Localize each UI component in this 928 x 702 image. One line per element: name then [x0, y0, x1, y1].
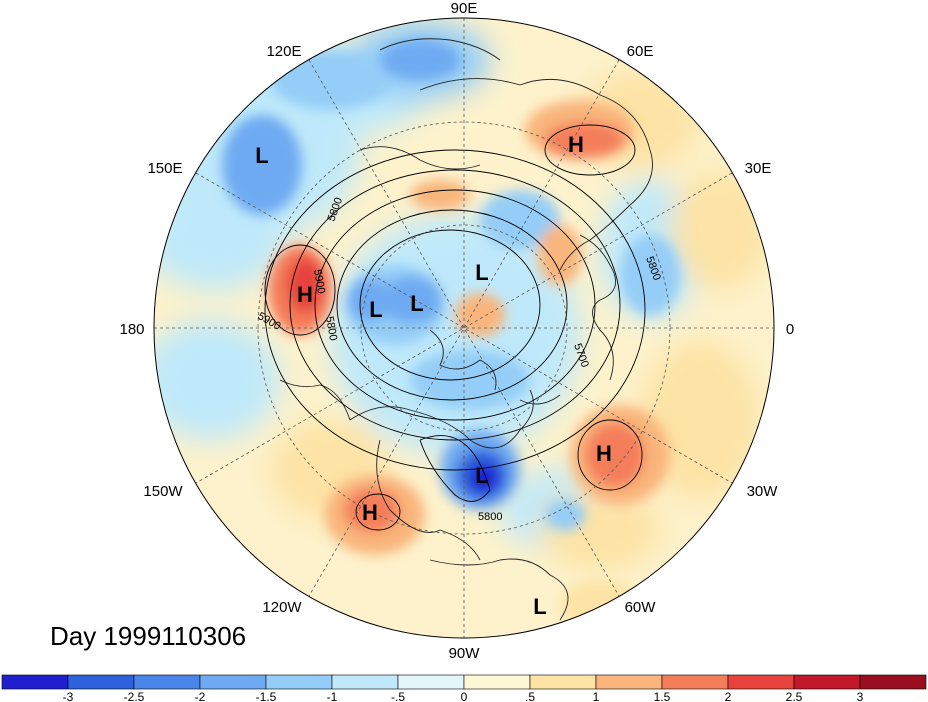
high-center-label: H [568, 132, 584, 157]
height-contours [264, 124, 646, 531]
colorbar-tick-label: -3 [63, 690, 74, 702]
lon-label-150e: 150E [147, 160, 182, 177]
day-label: Day 1999110306 [50, 621, 246, 651]
colorbar-swatch [133, 674, 201, 690]
colorbar-tick-label: .5 [525, 690, 535, 702]
lon-label-150w: 150W [143, 483, 183, 500]
low-center-label: L [369, 297, 382, 322]
lon-label-30w: 30W [747, 483, 779, 500]
colorbar-swatch [331, 674, 399, 690]
coastlines [279, 38, 653, 621]
colorbar-swatch [529, 674, 597, 690]
colorbar-swatch [397, 674, 465, 690]
colorbar-swatch [859, 674, 927, 690]
map-grid [154, 18, 774, 638]
low-center-label: L [533, 594, 546, 619]
low-center-label: L [475, 260, 488, 285]
lon-label-120w: 120W [262, 599, 302, 616]
colorbar-tick-label: 2.5 [786, 690, 803, 702]
colorbar-tick-label: 2 [725, 690, 732, 702]
colorbar-swatch [1, 674, 69, 690]
high-center-label: H [596, 441, 612, 466]
colorbar-swatch [661, 674, 729, 690]
colorbar-swatch [727, 674, 795, 690]
low-center-label: L [255, 143, 268, 168]
lon-label-60e: 60E [627, 43, 654, 60]
low-center-label: L [410, 291, 423, 316]
colorbar-swatch [793, 674, 861, 690]
colorbar-tick-label: 1 [593, 690, 600, 702]
lon-label-90w: 90W [449, 645, 481, 662]
lon-label-0: 0 [786, 321, 794, 338]
colorbar: -3 -2.5 -2 -1.5 -1 -.5 0 .5 1 1.5 2 2.5 3 [1, 674, 927, 702]
map-boundary [153, 17, 775, 639]
colorbar-swatch [265, 674, 333, 690]
colorbar-tick-label: 0 [461, 690, 468, 702]
lon-label-90e: 90E [451, 0, 478, 17]
high-center-label: H [297, 282, 313, 307]
colorbar-tick-label: 3 [857, 690, 864, 702]
contour-label: 5800 [478, 511, 502, 523]
colorbar-tick-label: -2.5 [124, 690, 145, 702]
anomaly-shading [154, 18, 774, 638]
colorbar-swatch [463, 674, 531, 690]
lon-label-30e: 30E [745, 160, 772, 177]
lon-label-60w: 60W [625, 599, 657, 616]
colorbar-tick-label: -1.5 [256, 690, 277, 702]
colorbar-swatch [67, 674, 135, 690]
colorbar-tick-label: -1 [327, 690, 338, 702]
colorbar-tick-label: 1.5 [654, 690, 671, 702]
colorbar-tick-label: -2 [195, 690, 206, 702]
colorbar-swatch [199, 674, 267, 690]
high-center-label: H [362, 500, 378, 525]
lon-label-180: 180 [119, 321, 144, 338]
contour-label: 5800 [323, 315, 339, 341]
colorbar-swatch [595, 674, 663, 690]
low-center-label: L [475, 463, 488, 488]
colorbar-tick-label: -.5 [391, 690, 405, 702]
lon-label-120e: 120E [266, 43, 301, 60]
contour-label: 5900 [311, 268, 327, 294]
